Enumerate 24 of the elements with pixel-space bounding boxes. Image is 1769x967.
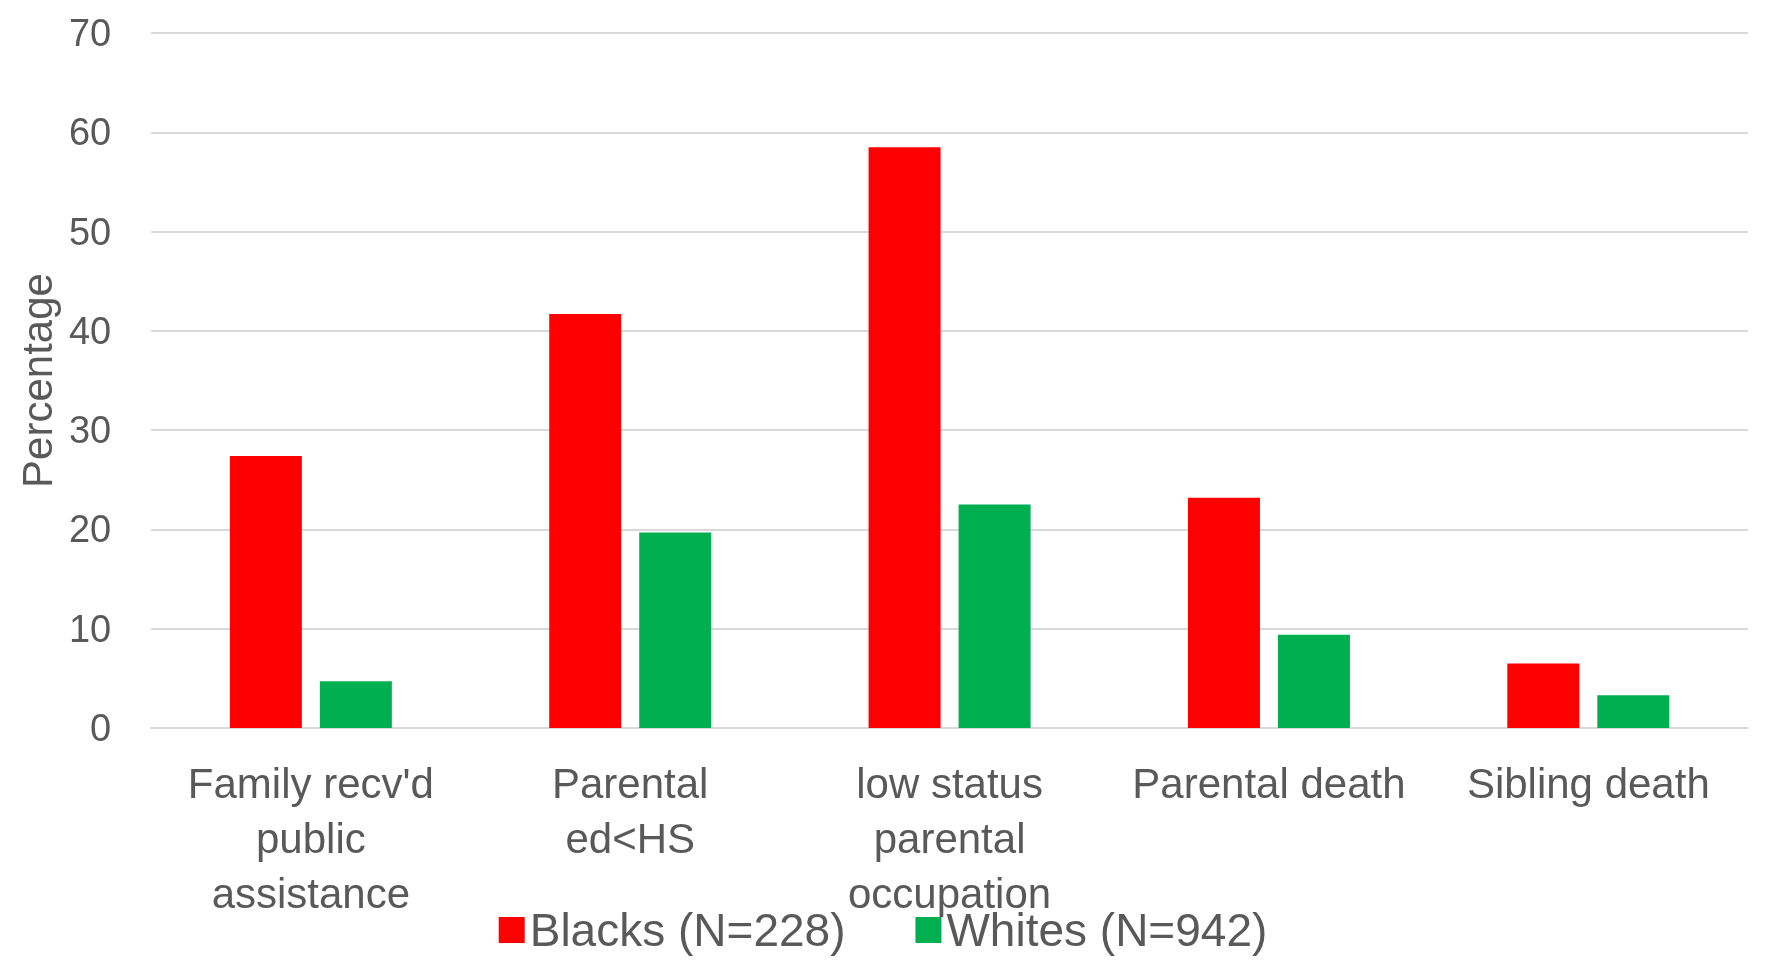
bar	[229, 455, 302, 728]
x-tick-label: Sibling death	[1466, 760, 1710, 807]
bar	[319, 681, 392, 728]
y-tick-label: 40	[68, 309, 112, 352]
x-tick-label: Parental death	[1132, 760, 1406, 807]
x-tick-label: Parental ed<HS	[552, 760, 709, 862]
y-tick-label: 70	[68, 12, 112, 54]
bar	[1597, 695, 1670, 728]
y-tick-label: 50	[68, 210, 112, 253]
bar	[1277, 634, 1350, 728]
y-tick-label: 0	[90, 707, 112, 749]
bar	[1187, 497, 1260, 728]
y-tick-label: 10	[68, 607, 112, 650]
bar	[868, 147, 941, 728]
bar	[958, 504, 1031, 728]
bar	[549, 313, 622, 728]
legend-label: Blacks (N=228)	[529, 904, 846, 956]
bar	[1507, 663, 1580, 728]
y-tick-label: 60	[68, 111, 112, 154]
x-tick-label: Family recv'd public assistance	[187, 760, 434, 917]
y-tick-label: 30	[68, 409, 112, 452]
y-tick-label: 20	[68, 508, 112, 551]
bar	[639, 532, 712, 728]
y-axis-title: Percentage	[13, 273, 61, 488]
